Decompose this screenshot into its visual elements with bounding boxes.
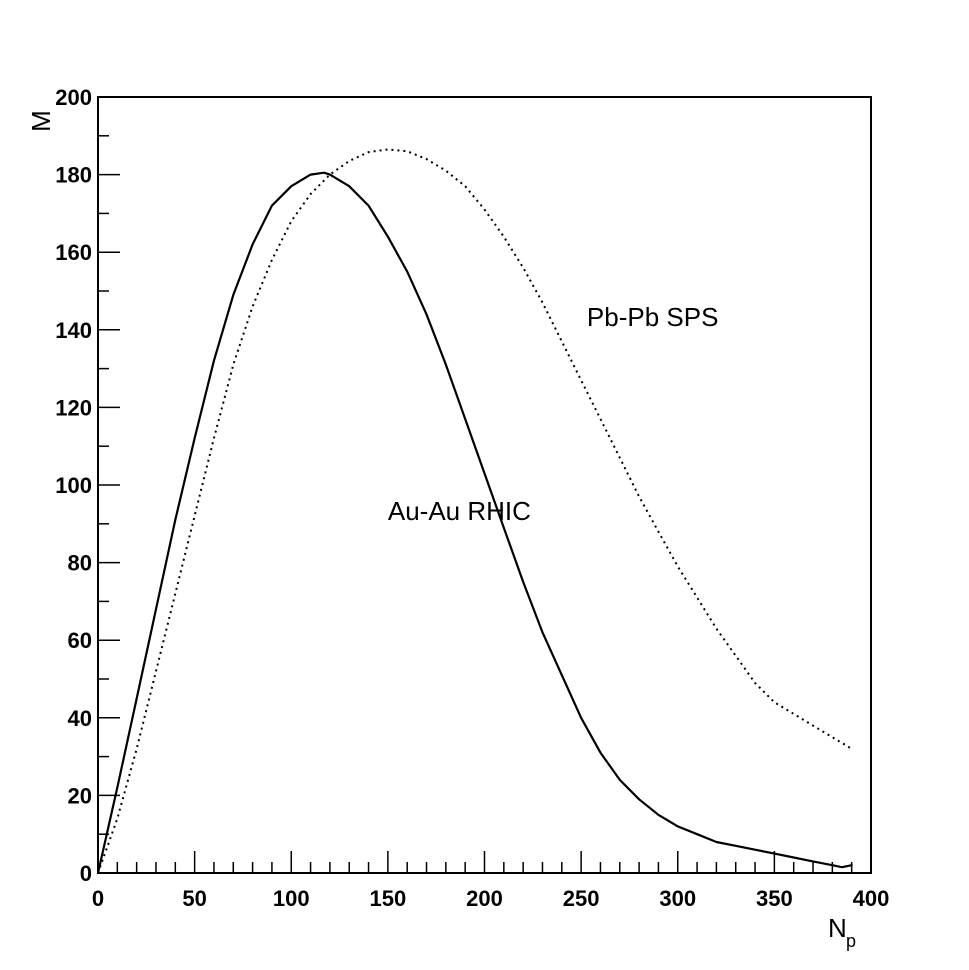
label-layer: N p M 0 50 100 150 200 250 300 350 400 0 20 40 60 80 1… (26, 85, 889, 951)
y-tick-label: 160 (55, 240, 92, 265)
y-tick-label: 140 (55, 318, 92, 343)
x-tick-label: 200 (466, 886, 503, 911)
y-tick-label: 100 (55, 473, 92, 498)
plot-frame (97, 96, 872, 874)
annotation-pb-pb-sps: Pb-Pb SPS (587, 302, 719, 332)
x-tick-label: 100 (273, 886, 310, 911)
y-tick-label: 0 (80, 861, 92, 886)
x-tick-label: 150 (370, 886, 407, 911)
series-line-au-au-rhic (96, 171, 853, 875)
x-tick-label: 350 (756, 886, 793, 911)
x-tick-label: 0 (92, 886, 104, 911)
x-axis-title-subscript: p (846, 931, 856, 951)
annotation-au-au-rhic: Au-Au RHIC (388, 496, 531, 526)
x-axis-title: N (828, 913, 847, 943)
x-tick-label: 300 (659, 886, 696, 911)
y-axis-title: M (26, 110, 56, 132)
y-tick-label: 20 (68, 783, 92, 808)
x-tick-label: 50 (182, 886, 206, 911)
y-tick-label: 40 (68, 706, 92, 731)
x-tick-label: 400 (853, 886, 890, 911)
y-tick-label: 80 (68, 551, 92, 576)
y-tick-label: 180 (55, 163, 92, 188)
axes-layer (97, 96, 872, 874)
y-tick-label: 200 (55, 85, 92, 110)
y-tick-label: 120 (55, 395, 92, 420)
x-tick-label: 250 (563, 886, 600, 911)
series-layer (96, 148, 853, 875)
y-tick-label: 60 (68, 628, 92, 653)
